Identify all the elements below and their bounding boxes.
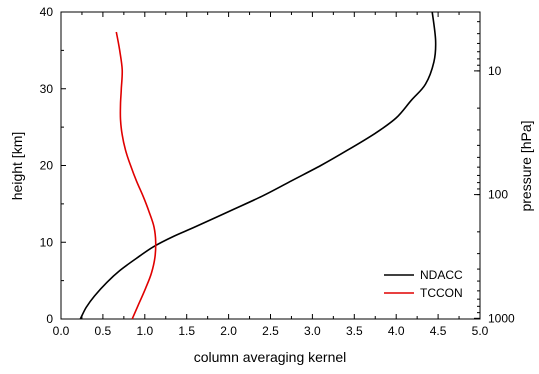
x-tick-label: 0.5 — [95, 324, 112, 338]
x-tick-label: 2.0 — [220, 324, 237, 338]
y-axis: 0 10 20 30 40 — [40, 5, 66, 326]
series-lines — [79, 11, 437, 320]
y-tick-label: 40 — [40, 5, 54, 19]
legend-label: TCCON — [420, 286, 463, 300]
x-tick-label: 0.0 — [53, 324, 70, 338]
x-tick-label: 4.0 — [388, 324, 405, 338]
legend: NDACC TCCON — [384, 268, 463, 300]
series-line-ndacc — [79, 11, 437, 320]
x-tick-label: 2.5 — [262, 324, 279, 338]
x-tick-label: 1.5 — [178, 324, 195, 338]
x-tick-label: 5.0 — [472, 324, 489, 338]
y-tick-label: 30 — [40, 82, 54, 96]
legend-label: NDACC — [420, 268, 463, 282]
series-line-tccon — [115, 31, 157, 320]
x-tick-label: 4.5 — [430, 324, 447, 338]
y2-tick-label: 1000 — [488, 311, 515, 325]
y-tick-label: 10 — [40, 235, 54, 249]
y-tick-label: 0 — [46, 312, 53, 326]
x-tick-label: 1.0 — [136, 324, 153, 338]
y-axis-title: height [km] — [9, 132, 25, 200]
y2-axis-title: pressure [hPa] — [518, 120, 534, 211]
y2-axis: 10 100 1000 — [474, 21, 515, 325]
y2-tick-label: 10 — [488, 64, 502, 78]
x-axis-title: column averaging kernel — [194, 349, 347, 365]
y2-tick-label: 100 — [488, 188, 508, 202]
x-tick-label: 3.0 — [304, 324, 321, 338]
x-axis: 0.0 0.5 1.0 1.5 2.0 2.5 3.0 3.5 4.0 4.5 5.0 — [53, 12, 489, 338]
x-tick-label: 3.5 — [346, 324, 363, 338]
y-tick-label: 20 — [40, 159, 54, 173]
plot-frame — [60, 11, 481, 320]
